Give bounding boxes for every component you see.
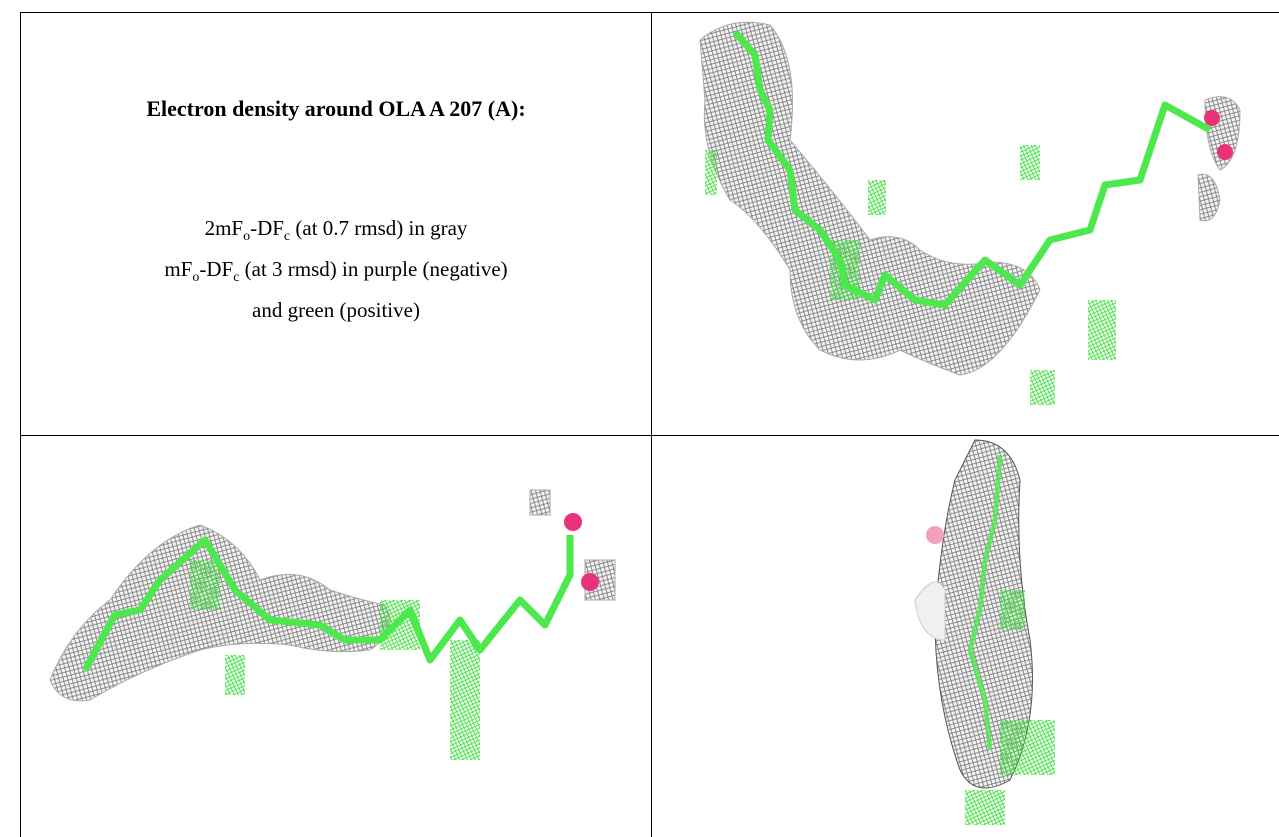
table-border [651,12,652,837]
subscript: o [243,229,251,245]
caption-text: -DF [199,257,234,282]
caption-line: and green (positive) [22,294,650,326]
table-border [20,12,1279,13]
density-view-2 [49,489,616,760]
cell-title: Electron density around OLA A 207 (A): [146,96,526,121]
caption-text: 2mF [204,216,244,240]
table-border [20,435,1279,436]
caption-text: (at 3 rmsd) in purple (negative) [239,257,508,282]
caption-text: mF [164,257,193,282]
caption-line: mFo-DFc (at 3 rmsd) in purple (negative) [22,253,650,294]
density-view-1 [699,21,1241,405]
table-border [20,12,21,837]
caption-text: -DF [250,216,284,240]
caption-text: and green (positive) [252,298,420,323]
density-view-3 [914,439,1055,825]
subscript: o [192,270,200,286]
caption-line: 2mFo-DFc (at 0.7 rmsd) in gray [22,212,650,253]
subscript: c [233,270,240,286]
caption-text: (at 0.7 rmsd) in gray [290,216,468,240]
subscript: c [283,229,291,245]
cell-caption: 2mFo-DFc (at 0.7 rmsd) in gray mFo-DFc (a… [22,212,650,326]
